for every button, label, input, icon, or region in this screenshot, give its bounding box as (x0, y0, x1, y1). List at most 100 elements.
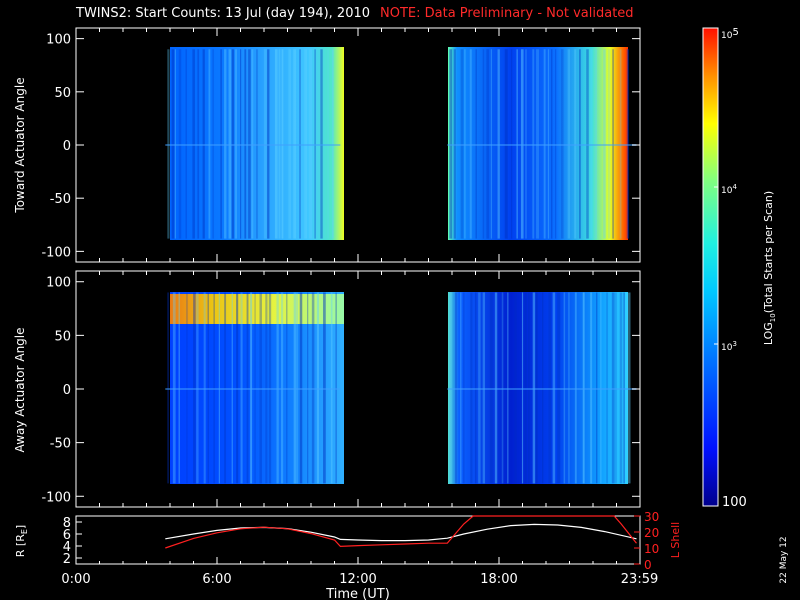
heat-stripe (171, 49, 175, 239)
orbit-right-ylabel: L Shell (669, 522, 682, 558)
toward-panel: 100 50 0 -50 -100 Toward Actuator Angle (13, 27, 641, 263)
heat-stripe (309, 49, 312, 239)
heat-stripe (579, 49, 581, 239)
ytick-label: 10 (644, 542, 659, 556)
heat-stripe (196, 292, 199, 484)
ytick-label: 4 (63, 540, 71, 555)
heat-stripe (172, 292, 176, 484)
heat-stripe (197, 49, 200, 239)
colorbar-tick-label-1e4: 104 (721, 183, 737, 196)
heat-stripe (311, 292, 315, 484)
heat-stripe (220, 49, 222, 239)
xtick-label: 23:59 (621, 572, 658, 587)
title-text: TWINS2: Start Counts: 13 Jul (day 194), … (76, 6, 371, 21)
heat-stripe (504, 49, 508, 239)
heat-stripe (586, 49, 589, 239)
heat-stripe (254, 292, 256, 484)
ytick-label: 50 (54, 86, 71, 101)
orbit-right-ticks: 0 10 20 30 (634, 510, 659, 572)
heat-stripe (528, 292, 530, 484)
heat-stripe (167, 292, 169, 484)
ytick-label: 0 (63, 139, 71, 154)
heat-stripe (178, 49, 182, 239)
heat-stripe (231, 292, 233, 484)
heat-stripe (224, 292, 227, 484)
zero-angle-band (165, 388, 341, 390)
heat-stripe (555, 49, 557, 239)
heat-stripe (489, 292, 493, 484)
heat-stripe (475, 292, 477, 484)
figure-title: TWINS2: Start Counts: 13 Jul (day 194), … (76, 6, 634, 21)
colorbar-gradient (702, 27, 719, 507)
heat-stripe (213, 292, 215, 484)
heat-stripe (320, 49, 323, 239)
heat-stripe (478, 292, 481, 484)
heat-stripe (482, 49, 485, 239)
heat-stripe (256, 49, 258, 239)
heat-stripe (274, 49, 278, 239)
heat-stripe (612, 49, 614, 239)
heat-stripe (560, 49, 564, 239)
heat-stripe (510, 49, 513, 239)
heat-stripe (521, 292, 524, 484)
toward-block-2 (448, 47, 628, 240)
heat-stripe (524, 292, 527, 484)
ytick-label: -100 (41, 245, 71, 260)
heat-stripe (203, 292, 206, 484)
colorbar: 100 103 104 105 LOG10(Total Starts per S… (702, 27, 777, 510)
heat-stripe (192, 49, 195, 239)
heat-stripe (532, 49, 535, 239)
heat-stripe (490, 49, 493, 239)
heat-stripe (574, 292, 577, 484)
heat-stripe (314, 49, 316, 239)
heat-stripe (590, 292, 593, 484)
heat-stripe (212, 49, 214, 239)
heat-stripe (276, 292, 279, 484)
heat-stripe (449, 292, 453, 484)
heat-stripe (263, 49, 267, 239)
colorbar-tick-label-100: 100 (722, 495, 747, 510)
ytick-label: 6 (63, 528, 71, 543)
heat-stripe (208, 49, 211, 239)
heat-stripe (299, 49, 301, 239)
heat-stripe (236, 292, 239, 484)
ytick-label: 0 (644, 558, 652, 572)
ytick-label: 30 (644, 510, 659, 524)
heat-stripe (619, 49, 622, 239)
ytick-label: 100 (46, 33, 71, 48)
heat-stripe (193, 292, 196, 484)
heat-stripe (535, 292, 538, 484)
heat-stripe (619, 292, 623, 484)
heat-stripe (186, 292, 188, 484)
heat-stripe (202, 49, 205, 239)
away-stripes (165, 292, 637, 484)
heat-stripe (268, 292, 272, 484)
heat-stripe (547, 49, 550, 239)
heat-stripe (469, 49, 472, 239)
heat-stripe (494, 292, 498, 484)
heat-stripe (316, 292, 320, 484)
heat-stripe (557, 292, 561, 484)
heat-stripe (615, 292, 617, 484)
date-stamp: 22 May 12 (779, 536, 789, 583)
heat-stripe (574, 49, 577, 239)
ytick-label: 0 (63, 383, 71, 398)
heat-stripe (244, 49, 247, 239)
heat-stripe (516, 49, 518, 239)
orbit-left-ylabel: R [RE] (14, 525, 29, 557)
heat-stripe (307, 292, 309, 484)
heat-stripe (507, 292, 509, 484)
ytick-label: 8 (63, 516, 71, 531)
heat-stripe (460, 292, 462, 484)
toward-block-1 (170, 47, 344, 240)
heat-stripe (567, 49, 571, 239)
ytick-label: -50 (50, 192, 71, 207)
heat-stripe (278, 49, 281, 239)
heat-stripe (251, 49, 254, 239)
heat-stripe (600, 292, 602, 484)
ytick-label: 2 (63, 552, 71, 567)
heat-stripe (460, 49, 464, 239)
away-yticks: 100 50 0 -50 -100 (41, 271, 641, 507)
heat-stripe (611, 292, 615, 484)
